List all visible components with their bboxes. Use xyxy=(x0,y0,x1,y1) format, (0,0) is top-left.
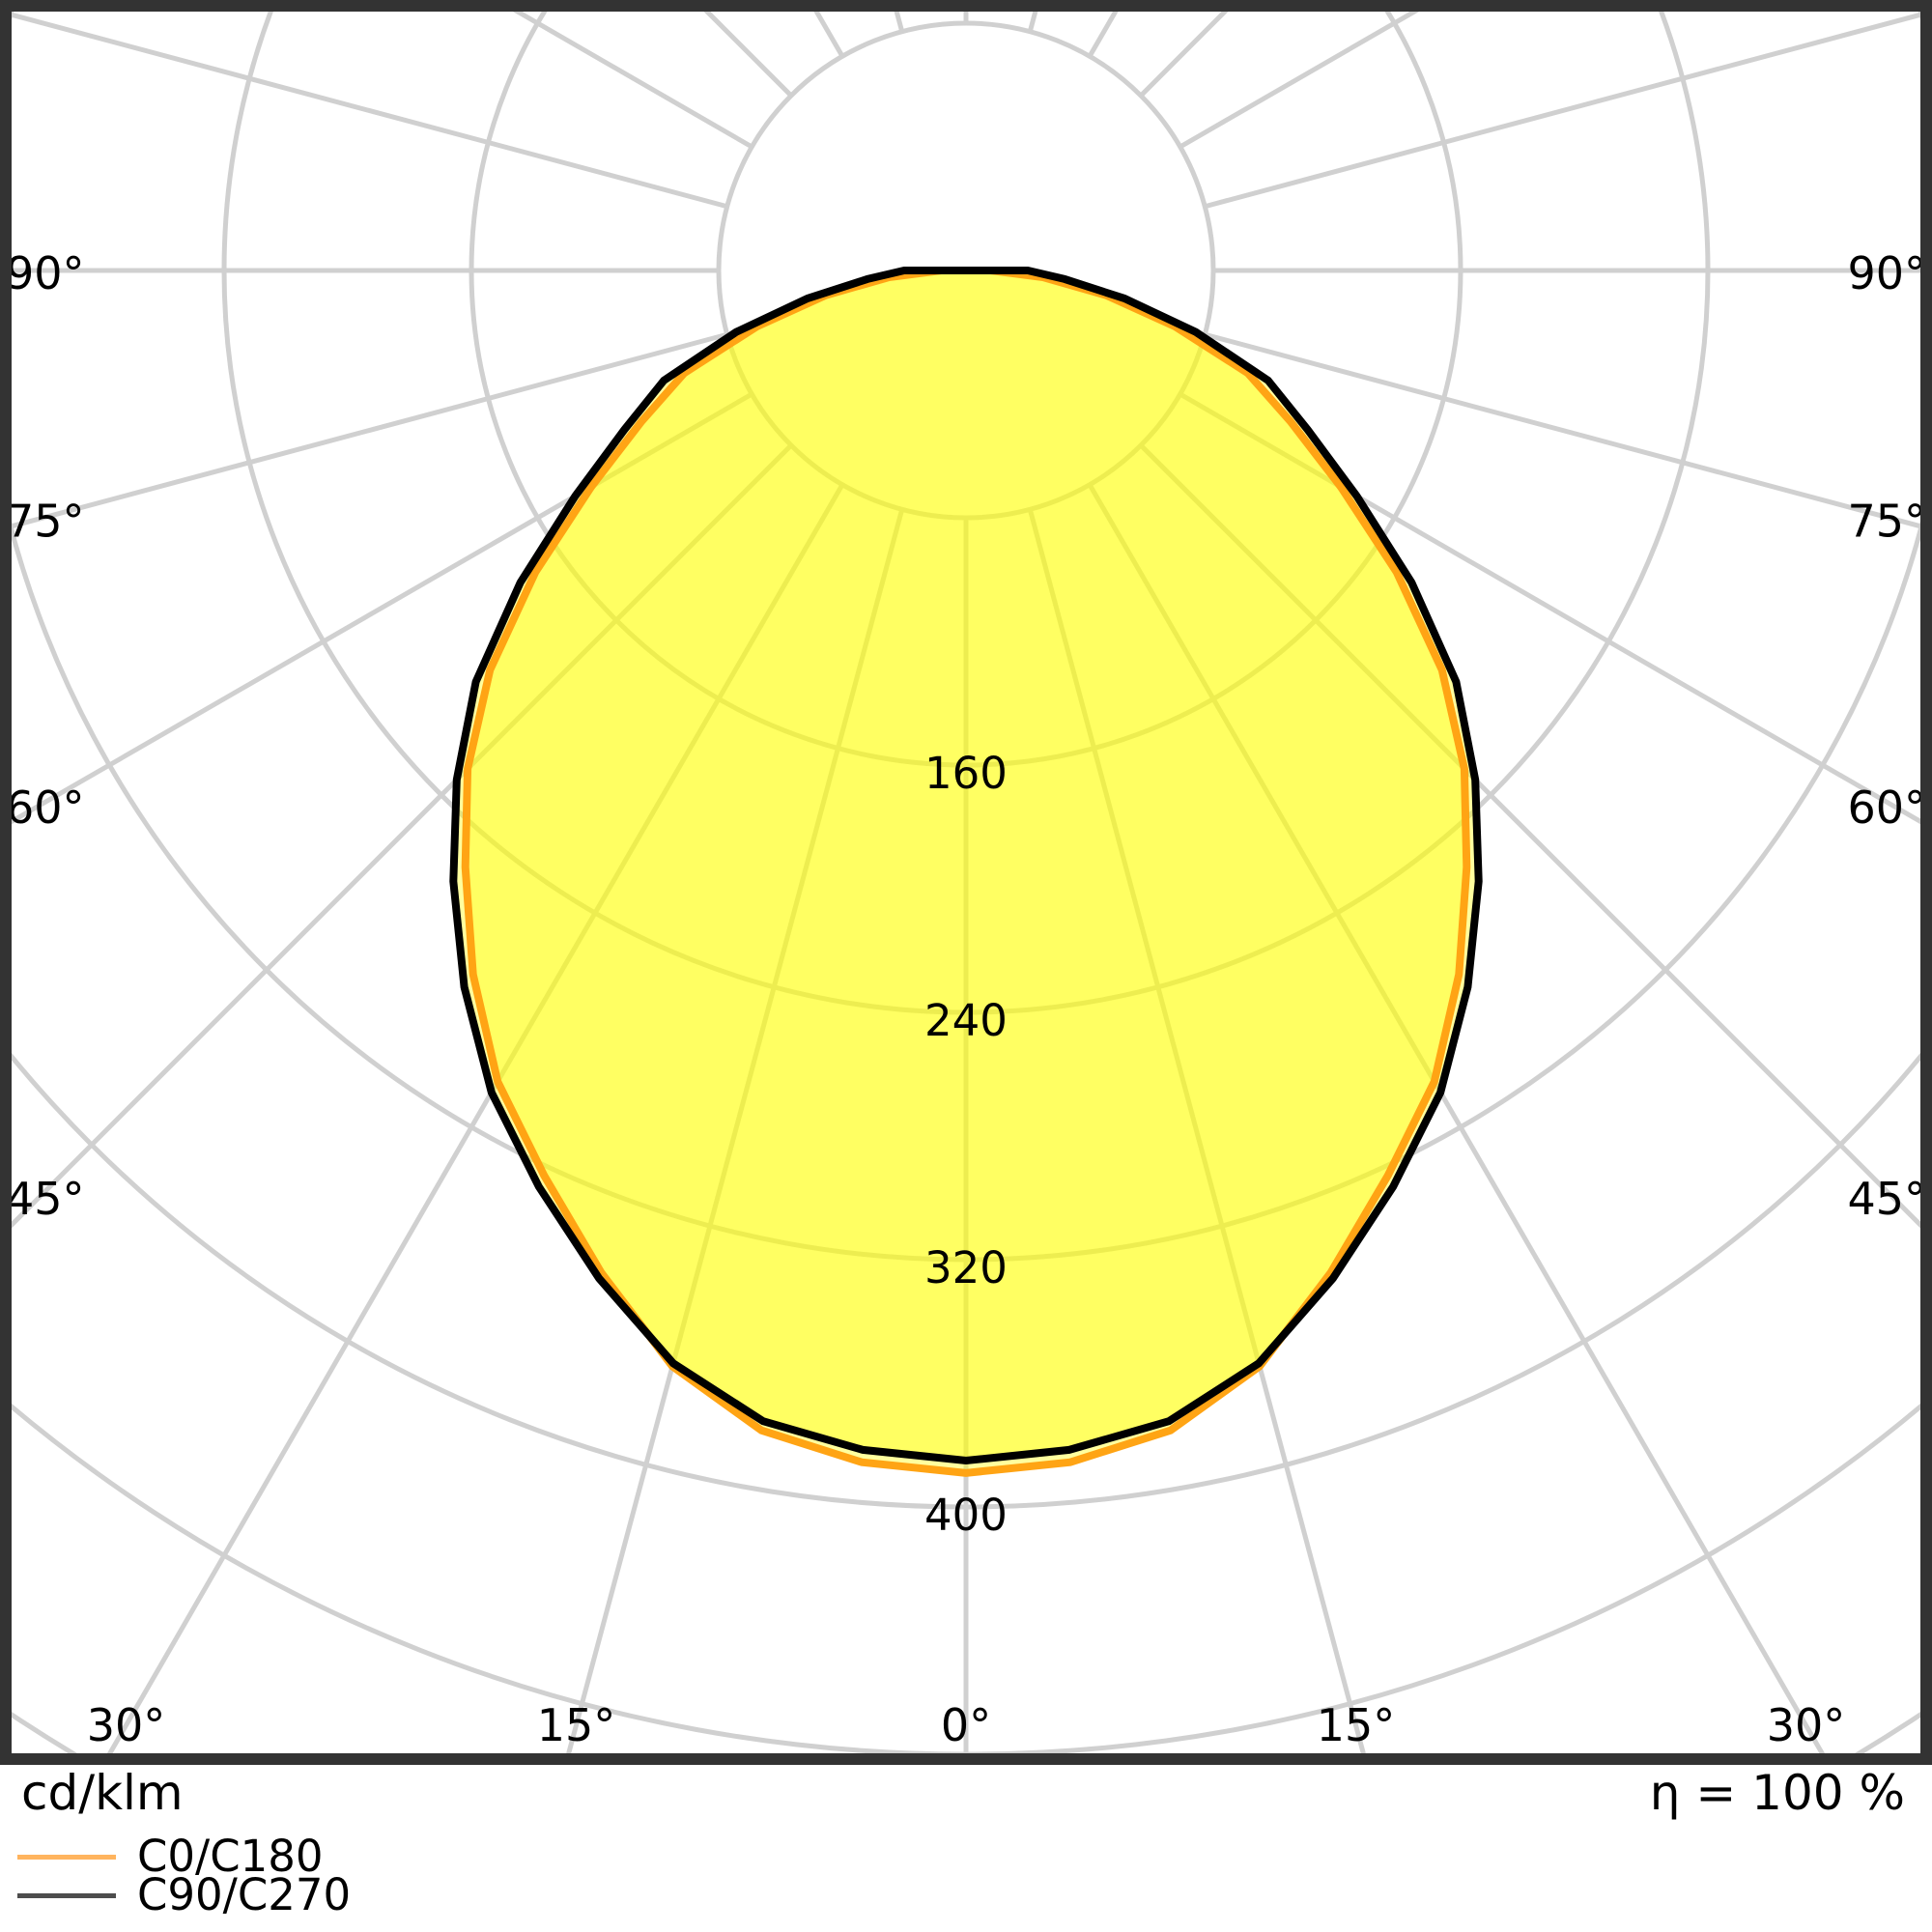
grid-ray-120 xyxy=(1179,12,1420,150)
angle-label-right-45°: 45° xyxy=(1847,1173,1926,1225)
grid-ray-315 xyxy=(12,443,793,1229)
curve-c90-c270 xyxy=(449,267,1483,1465)
angle-label-right-60°: 60° xyxy=(1847,781,1926,834)
legend-line-c0-c180-icon xyxy=(17,1854,116,1860)
curve-strokes xyxy=(449,267,1483,1477)
grid-ray-60 xyxy=(1179,391,1920,825)
grid-ray-300 xyxy=(12,391,753,825)
ring-label-320: 320 xyxy=(924,1242,1008,1293)
plot-frame xyxy=(0,0,1932,1765)
grid-ray-345 xyxy=(566,508,905,1753)
legend-line-c90-c270-icon xyxy=(17,1892,116,1898)
angle-label-left-90°: 90° xyxy=(6,247,85,299)
legend-item-c90-c270: C90/C270 xyxy=(17,1869,352,1920)
grid-ray-105 xyxy=(1204,12,1920,210)
legend-label-c0-c180: C0/C180 xyxy=(137,1831,324,1882)
curve-fills xyxy=(453,270,1479,1473)
angle-label-left-45°: 45° xyxy=(6,1173,85,1225)
angle-label-bottom-l15: 15° xyxy=(537,1699,616,1751)
angle-label-right-90°: 90° xyxy=(1847,247,1926,299)
grid-ray-15 xyxy=(1027,508,1366,1753)
legend: C0/C180 C90/C270 xyxy=(17,1831,352,1920)
angle-label-bottom-r15: 15° xyxy=(1317,1699,1396,1751)
angle-label-bottom-r0: 0° xyxy=(941,1699,991,1751)
angle-label-left-60°: 60° xyxy=(6,781,85,834)
angle-label-bottom-r30: 30° xyxy=(1767,1699,1846,1751)
ring-label-240: 240 xyxy=(924,995,1008,1046)
fill-c0-c180 xyxy=(465,270,1467,1473)
ring-labels: 160 240 320 400 xyxy=(924,748,1008,1541)
ring-label-160: 160 xyxy=(924,748,1008,799)
grid-ray-45 xyxy=(1139,443,1920,1229)
grid-ray-135 xyxy=(1139,12,1229,98)
angle-label-left-75°: 75° xyxy=(6,496,85,548)
angle-label-right-75°: 75° xyxy=(1847,496,1926,548)
grid-ray-75 xyxy=(1204,331,1920,529)
bottom-angle-labels: 30° 15° 0° 15° 30° xyxy=(87,1699,1846,1751)
grid-ray-255 xyxy=(12,12,728,210)
grid-ray-240 xyxy=(512,12,753,150)
angle-label-bottom-l30: 30° xyxy=(87,1699,166,1751)
unit-caption: cd/klm xyxy=(21,1765,184,1821)
grid-ray-225 xyxy=(703,12,793,98)
legend-label-c90-c270: C90/C270 xyxy=(137,1869,352,1920)
grid-ray-285 xyxy=(12,331,728,529)
ring-label-400: 400 xyxy=(924,1490,1008,1541)
side-angle-labels: 90° 90° 75° 75° 60° 60° 45° 45° xyxy=(6,247,1926,1225)
curve-c0-c180 xyxy=(461,267,1471,1477)
legend-item-c0-c180: C0/C180 xyxy=(17,1831,351,1882)
fill-c90-c270 xyxy=(453,270,1479,1461)
efficiency-caption: η = 100 % xyxy=(1649,1765,1905,1821)
grid-ray-30 xyxy=(1087,483,1826,1753)
grid-ray-330 xyxy=(106,483,845,1753)
